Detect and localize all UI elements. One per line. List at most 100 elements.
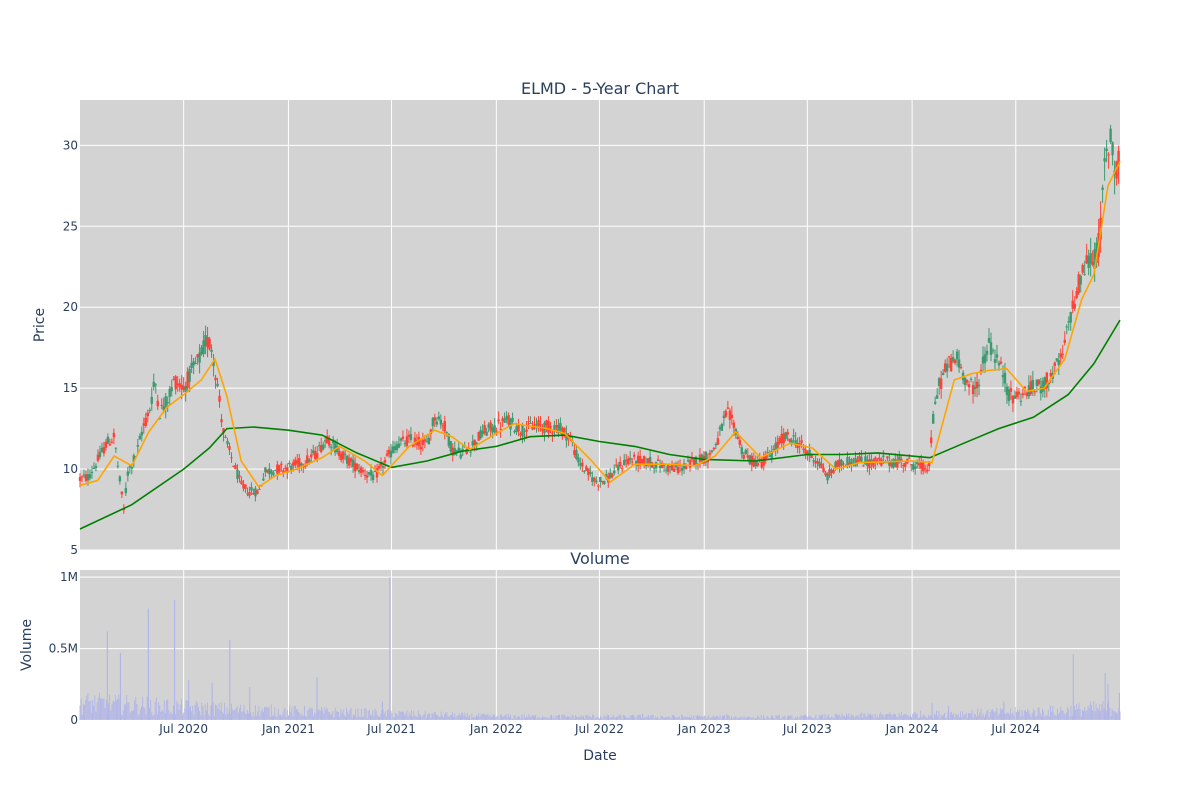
- candle-body: [840, 459, 843, 466]
- candle-body: [341, 451, 345, 460]
- candle-body: [822, 467, 825, 473]
- candle-body: [403, 443, 407, 445]
- candle-body: [453, 448, 456, 455]
- candle-body: [904, 462, 907, 467]
- candle-body: [686, 460, 690, 462]
- ma-short-line: [79, 161, 1121, 489]
- candle-body: [804, 449, 807, 454]
- candle-body: [361, 470, 365, 473]
- candle-body: [114, 447, 118, 449]
- candle-body: [321, 444, 325, 450]
- price-candles: [78, 124, 1120, 514]
- candle-body: [337, 450, 341, 457]
- candle-body: [636, 455, 640, 466]
- candle-body: [379, 462, 383, 466]
- candle-body: [1021, 393, 1025, 396]
- candle-body: [288, 462, 291, 465]
- candle-body: [539, 424, 542, 426]
- price-y-tick-label: 30: [63, 138, 78, 152]
- candle-body: [162, 406, 165, 411]
- candle-body: [427, 437, 431, 445]
- candle-body: [419, 446, 423, 450]
- candle-body: [718, 427, 722, 430]
- candle-body: [979, 369, 983, 373]
- candle-body: [991, 350, 995, 352]
- candle-body: [399, 438, 403, 441]
- candle-body: [993, 359, 997, 363]
- candle-body: [349, 458, 353, 462]
- candle-body: [329, 446, 333, 448]
- candle-body: [164, 396, 167, 409]
- candle-body: [882, 455, 885, 458]
- candle-body: [585, 466, 588, 471]
- candle-body: [1065, 326, 1068, 328]
- candle-body: [860, 456, 863, 462]
- candle-body: [475, 442, 478, 445]
- candle-body: [439, 419, 443, 425]
- price-y-tick-label: 25: [63, 219, 78, 233]
- candle-body: [1043, 377, 1047, 389]
- candle-body: [876, 460, 879, 463]
- candle-body: [642, 456, 646, 465]
- candle-body: [744, 449, 748, 455]
- candle-body: [132, 455, 136, 462]
- candle-body: [254, 488, 257, 497]
- candle-body: [740, 447, 744, 455]
- candle-body: [1017, 391, 1021, 395]
- candle-body: [640, 459, 644, 464]
- candle-body: [90, 471, 94, 473]
- candle-body: [557, 424, 560, 434]
- candle-body: [278, 465, 281, 473]
- candle-body: [910, 464, 913, 466]
- candle-body: [479, 429, 482, 439]
- candle-body: [648, 456, 652, 466]
- candle-body: [638, 456, 642, 464]
- candle-body: [206, 337, 209, 348]
- candle-body: [238, 475, 241, 478]
- candle-body: [874, 457, 877, 463]
- candle-body: [947, 356, 951, 358]
- candle-body: [325, 436, 329, 444]
- candle-body: [977, 384, 981, 387]
- candle-body: [975, 381, 979, 389]
- candle-body: [832, 469, 835, 474]
- candle-body: [537, 420, 540, 429]
- candle-body: [194, 362, 197, 364]
- candle-body: [619, 461, 622, 467]
- candle-body: [981, 356, 985, 364]
- candle-body: [272, 472, 275, 476]
- candle-body: [92, 467, 96, 469]
- candle-body: [513, 430, 516, 433]
- candle-body: [192, 361, 195, 366]
- candle-body: [780, 433, 783, 444]
- x-tick-label: Jan 2024: [885, 722, 939, 736]
- candle-body: [270, 470, 273, 474]
- candle-body: [457, 447, 460, 452]
- candle-body: [116, 465, 120, 467]
- candle-body: [565, 432, 568, 441]
- candle-body: [758, 458, 761, 461]
- candle-body: [186, 371, 189, 389]
- candle-body: [983, 354, 987, 364]
- candle-body: [190, 363, 193, 368]
- candle-body: [1035, 379, 1039, 386]
- candle-body: [888, 460, 891, 466]
- candle-body: [130, 466, 134, 469]
- candle-body: [1107, 154, 1110, 156]
- ma-long-line: [79, 319, 1121, 530]
- candle-body: [232, 465, 235, 467]
- candle-body: [258, 488, 261, 490]
- candle-body: [347, 457, 351, 466]
- candle-body: [989, 342, 993, 355]
- candle-body: [393, 446, 397, 451]
- candle-body: [220, 419, 223, 423]
- candle-body: [617, 465, 620, 471]
- candle-body: [928, 462, 931, 467]
- candle-body: [106, 436, 110, 444]
- candle-body: [549, 425, 552, 429]
- candle-body: [1109, 128, 1112, 143]
- candle-body: [82, 474, 86, 476]
- candle-body: [953, 359, 957, 364]
- candle-body: [377, 466, 381, 469]
- candle-body: [154, 384, 157, 386]
